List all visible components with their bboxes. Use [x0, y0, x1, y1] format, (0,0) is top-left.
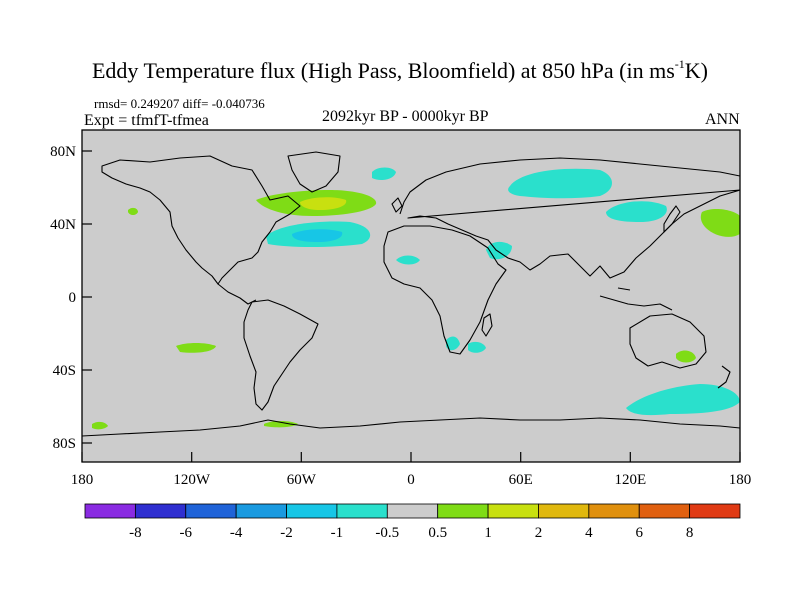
patch-neg-madagascar-east: [468, 341, 486, 353]
colorbar-segment: [487, 503, 539, 519]
patch-neg-south-africa: [446, 336, 460, 351]
ylabel-80n: 80N: [50, 144, 76, 160]
axis-ticks: [81, 150, 741, 462]
patch-pos-south-pacific: [176, 343, 216, 353]
colorbar-label: -1: [331, 525, 344, 541]
patch-pos-north-atlantic-core: [300, 197, 347, 210]
colorbar-segment: [437, 503, 489, 519]
colorbar-label: 0.5: [428, 525, 447, 541]
colorbar-segment: [235, 503, 287, 519]
ylabel-40s: 40S: [53, 363, 76, 379]
coast-indonesia: [599, 287, 673, 311]
y-axis-labels: 80N 40N 0 40S 80S: [50, 144, 76, 452]
x-axis-labels: 180 120W 60W 0 60E 120E 180: [71, 472, 752, 488]
xlabel-60w: 60W: [287, 472, 317, 488]
colorbar-segment: [134, 503, 187, 519]
colorbar-label: 4: [585, 525, 593, 541]
colorbar-segment: [588, 503, 640, 519]
coast-africa: [383, 225, 507, 355]
xlabel-180e: 180: [729, 472, 752, 488]
colorbar-segment: [386, 503, 439, 519]
patch-neg-southern-ocean: [626, 384, 740, 416]
coast-south-america: [243, 299, 319, 411]
colorbar-label: 6: [635, 525, 643, 541]
coast-antarctica: [82, 417, 740, 437]
colorbar-segment: [185, 503, 237, 519]
patch-neg-north-atlantic-core: [292, 229, 343, 242]
patch-pos-antarctic-west: [92, 421, 108, 430]
patch-neg-north-africa: [396, 255, 420, 265]
season-label: ANN: [705, 111, 740, 128]
patch-neg-siberia: [508, 168, 612, 199]
colorbar-label: -2: [280, 525, 293, 541]
colorbar-segment: [286, 503, 338, 519]
rmsd-diff-stats: rmsd= 0.249207 diff= -0.040736: [94, 96, 265, 111]
colorbar-label: 1: [484, 525, 492, 541]
colorbar-label: -4: [230, 525, 243, 541]
patch-neg-east-asia: [606, 201, 667, 222]
colorbar-segment: [638, 503, 691, 519]
colorbar-label: 2: [535, 525, 543, 541]
xlabel-120w: 120W: [173, 472, 211, 488]
title-exponent: -1: [674, 56, 685, 71]
xlabel-180w: 180: [71, 472, 94, 488]
coast-japan: [663, 205, 681, 233]
title-unit-end: K): [684, 58, 708, 83]
coast-british-isles: [391, 197, 403, 213]
coast-new-zealand: [717, 365, 731, 389]
period-label: 2092kyr BP - 0000kyr BP: [322, 108, 489, 125]
colorbar-label: -8: [129, 525, 142, 541]
patch-pos-north-pacific-west: [128, 207, 138, 215]
colorbar-segment: [336, 503, 388, 519]
patch-pos-australia: [676, 350, 696, 363]
patch-pos-antarctic-peninsula: [264, 421, 298, 428]
xlabel-0: 0: [407, 472, 415, 488]
colorbar-segment: [538, 503, 590, 519]
xlabel-120e: 120E: [614, 472, 646, 488]
xlabel-60e: 60E: [509, 472, 533, 488]
colorbar-label: -6: [180, 525, 193, 541]
coast-madagascar: [481, 313, 493, 337]
coastlines: [82, 151, 740, 437]
anomaly-patches: [92, 167, 740, 430]
patch-neg-arctic-greenland: [372, 167, 396, 180]
coast-central-america: [217, 283, 257, 305]
map-title: Eddy Temperature flux (High Pass, Bloomf…: [0, 56, 800, 84]
colorbar-label: 8: [686, 525, 694, 541]
experiment-label: Expt = tfmfT-tfmea: [84, 112, 209, 129]
colorbar: [84, 503, 741, 519]
colorbar-segment: [84, 503, 136, 519]
colorbar-labels: -8 -6 -4 -2 -1 -0.5 0.5 1 2 4 6 8: [129, 525, 693, 541]
ylabel-80s: 80S: [53, 436, 76, 452]
colorbar-label: -0.5: [375, 525, 399, 541]
coast-greenland: [287, 151, 341, 193]
patch-pos-north-pacific-east: [700, 209, 740, 237]
coast-north-america: [101, 155, 301, 285]
ylabel-0: 0: [69, 290, 77, 306]
colorbar-segment: [689, 503, 741, 519]
ylabel-40n: 40N: [50, 217, 76, 233]
coast-australia: [629, 313, 707, 369]
title-text: Eddy Temperature flux (High Pass, Bloomf…: [91, 58, 675, 83]
